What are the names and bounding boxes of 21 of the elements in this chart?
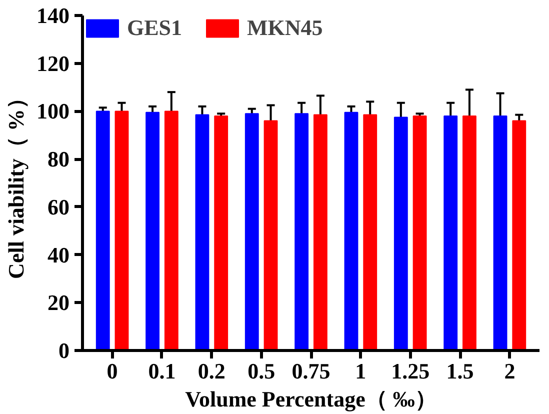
x-tick-label: 0.5	[248, 358, 276, 384]
x-tick-label: 1	[355, 358, 366, 384]
y-tick-label: 120	[36, 50, 70, 76]
y-tick-label: 140	[36, 3, 70, 28]
x-tick-label: 0.1	[148, 358, 176, 384]
y-tick-label: 20	[48, 290, 70, 316]
x-tick-label: 2	[504, 358, 516, 384]
y-axis-title: Cell viability（ %）	[4, 87, 28, 279]
y-tick-label: 100	[36, 98, 70, 124]
x-tick-label: 0.75	[292, 358, 330, 384]
y-tick-label: 40	[48, 242, 70, 268]
x-tick-label: 0.2	[198, 358, 226, 384]
x-tick-label: 0	[106, 358, 118, 384]
x-tick-label: 1.25	[391, 358, 430, 384]
legend-label: GES1	[127, 15, 182, 41]
x-axis-title: Volume Percentage（ ‰）	[185, 386, 437, 412]
y-tick-label: 60	[48, 194, 70, 220]
x-tick-label: 1.5	[446, 358, 474, 384]
y-tick-label: 0	[58, 338, 70, 363]
legend-label: MKN45	[247, 15, 323, 41]
y-tick-label: 80	[48, 146, 70, 172]
